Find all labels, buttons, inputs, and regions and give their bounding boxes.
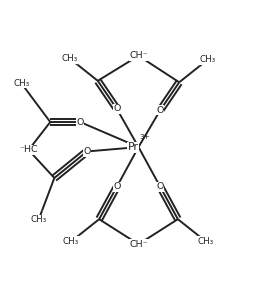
Text: CH₃: CH₃ <box>13 79 29 88</box>
Text: O: O <box>157 106 164 115</box>
Text: O: O <box>113 182 120 191</box>
Text: ⁻HC: ⁻HC <box>19 146 38 154</box>
Text: O: O <box>157 182 164 191</box>
Text: O: O <box>83 147 91 156</box>
Text: CH₃: CH₃ <box>63 237 79 246</box>
Text: CH₃: CH₃ <box>198 237 214 246</box>
Text: CH₃: CH₃ <box>62 54 78 63</box>
Text: CH⁻: CH⁻ <box>129 51 148 60</box>
Text: CH⁻: CH⁻ <box>129 240 148 249</box>
Text: Pr: Pr <box>128 142 138 152</box>
Text: O: O <box>113 104 120 113</box>
Text: O: O <box>76 118 84 127</box>
Text: 3+: 3+ <box>140 134 151 140</box>
Text: CH₃: CH₃ <box>199 56 215 64</box>
Text: CH₃: CH₃ <box>30 215 47 224</box>
